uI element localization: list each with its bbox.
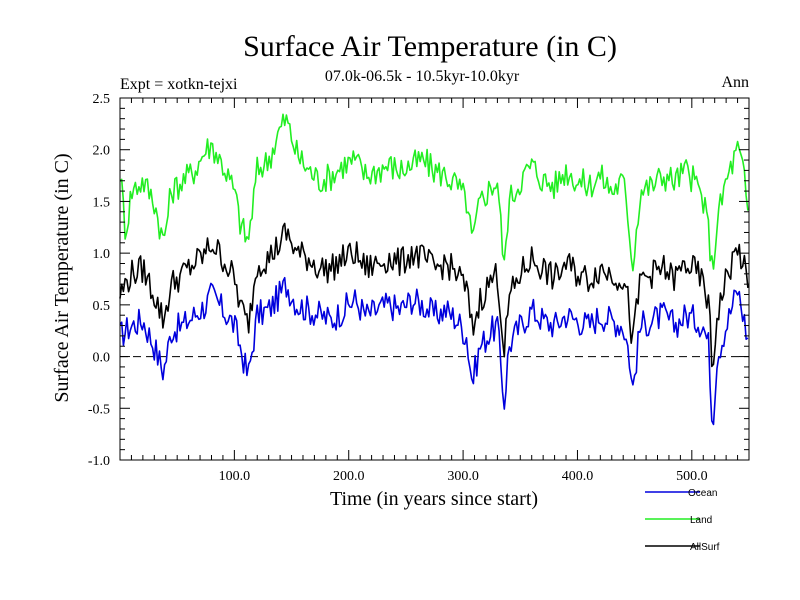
y-tick-label: 2.5 <box>93 92 111 107</box>
series-lines <box>119 113 749 426</box>
x-tick-label: 100.0 <box>219 469 251 484</box>
legend-label-allsurf: AllSurf <box>690 542 720 553</box>
x-tick-label: 300.0 <box>447 469 479 484</box>
y-tick-label: 1.5 <box>93 195 111 210</box>
y-tick-label: 0.0 <box>93 351 111 366</box>
legend-label-ocean: Ocean <box>688 488 717 499</box>
series-line-allsurf <box>119 222 749 368</box>
y-tick-label: -0.5 <box>88 402 110 417</box>
series-line-land <box>119 113 749 272</box>
y-tick-label: 1.0 <box>93 247 111 262</box>
y-tick-label: -1.0 <box>88 454 110 469</box>
x-ticks: 100.0 200.0 300.0 400.0 500.0 <box>130 98 739 484</box>
x-tick-label: 500.0 <box>676 469 708 484</box>
x-tick-label: 400.0 <box>562 469 594 484</box>
plot-frame <box>119 97 750 461</box>
legend-label-land: Land <box>690 515 712 526</box>
series-line-ocean <box>119 276 749 426</box>
legend: Ocean Land AllSurf <box>645 488 720 553</box>
expt-label: Expt = xotkn-tejxi <box>120 76 238 93</box>
chart-subtitle: 07.0k-06.5k - 10.5kyr-10.0kyr <box>325 68 520 85</box>
x-axis-label: Time (in years since start) <box>330 488 538 510</box>
chart-title: Surface Air Temperature (in C) <box>243 30 617 63</box>
season-label: Ann <box>721 74 749 91</box>
y-axis-label: Surface Air Temperature (in C) <box>51 153 73 402</box>
x-tick-label: 200.0 <box>333 469 365 484</box>
y-tick-label: 0.5 <box>93 299 111 314</box>
y-ticks: -1.0 -0.5 0.0 0.5 1.0 1.5 2.0 2.5 <box>88 92 749 469</box>
y-tick-label: 2.0 <box>93 144 111 159</box>
